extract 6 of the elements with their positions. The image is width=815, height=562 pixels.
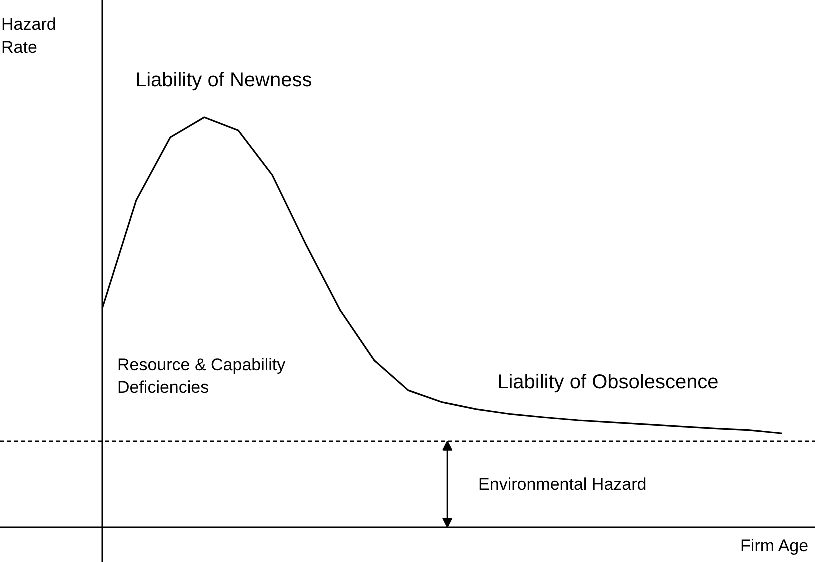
annotation: Resource & Capability Deficiencies xyxy=(117,355,286,398)
annotation: Environmental Hazard xyxy=(478,474,647,494)
x-axis-title: Firm Age xyxy=(740,536,809,556)
text: Liability of Newness xyxy=(135,70,312,92)
y-axis-title: Hazard Rate xyxy=(2,15,56,57)
annotation: Liability of Obsolescence xyxy=(498,371,719,394)
